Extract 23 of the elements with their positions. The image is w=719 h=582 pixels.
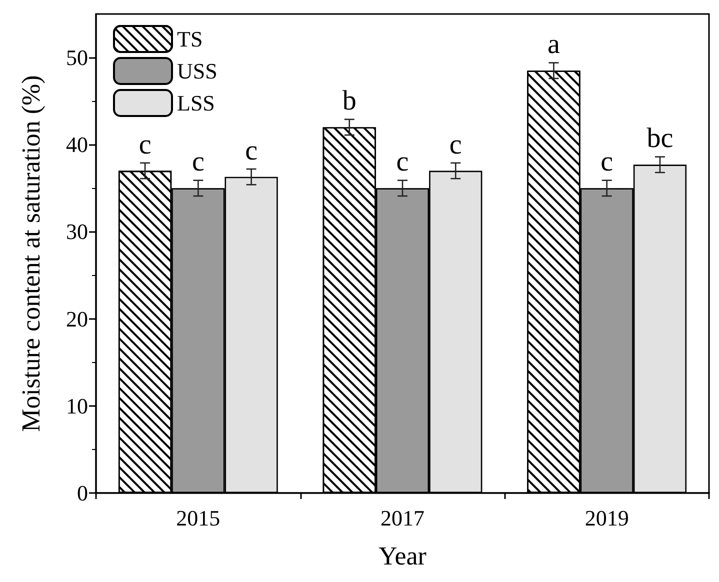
data-label: c [192, 146, 204, 178]
data-label: a [547, 29, 560, 60]
data-label: c [138, 129, 152, 160]
legend-label: TS [177, 26, 203, 52]
y-tick-label: 0 [77, 480, 88, 506]
data-label: b [342, 86, 356, 117]
x-tick-label: 2019 [584, 506, 629, 530]
data-label: c [396, 146, 409, 178]
data-label: c [449, 129, 462, 160]
x-tick-label: 2015 [176, 506, 220, 530]
legend-label: USS [177, 58, 218, 84]
y-axis-title: Moisture content at saturation (%) [16, 75, 46, 432]
x-axis-title: Year [378, 542, 427, 570]
x-tick-label: 2017 [380, 506, 424, 530]
data-label: c [600, 146, 614, 178]
y-tick-label: 10 [66, 393, 88, 418]
y-tick-label: 50 [66, 45, 88, 70]
y-tick-label: 40 [66, 132, 88, 158]
y-tick-label: 20 [66, 306, 88, 332]
data-label: bc [646, 123, 674, 154]
y-tick-label: 30 [66, 219, 88, 244]
legend-label: LSS [177, 90, 215, 116]
data-label: c [245, 135, 258, 166]
